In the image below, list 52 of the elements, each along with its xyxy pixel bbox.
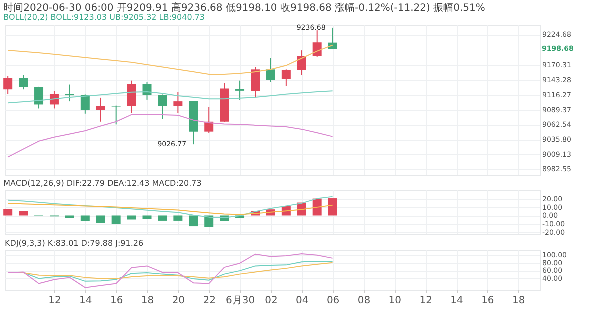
x-tick-label: 14 bbox=[80, 296, 92, 306]
chart-title: 时间2020-06-30 06:00 开9209.91 高9236.68 低9198.10 收9198.68 涨幅-0.12%(-11.22) 振幅0.51% bbox=[4, 2, 486, 14]
bar bbox=[189, 216, 198, 227]
x-tick-label: 22 bbox=[203, 296, 216, 306]
candlestick bbox=[80, 94, 90, 114]
candlestick bbox=[266, 58, 276, 83]
chart-title: MACD(12,26,9) DIF:22.79 DEA:12.43 MACD:20.73 bbox=[4, 179, 202, 188]
bar bbox=[204, 216, 214, 228]
chart-subtitle: BOLL(20,2) BOLL:9123.03 UB:9205.32 LB:9040.73 bbox=[4, 12, 206, 22]
bar bbox=[142, 216, 152, 220]
candlestick bbox=[174, 92, 183, 114]
x-tick-label: 12 bbox=[48, 296, 62, 306]
bar bbox=[158, 216, 168, 221]
x-tick-label: 08 bbox=[358, 296, 371, 306]
bar bbox=[4, 209, 13, 216]
chart-title: KDJ(9,3,3) K:83.01 D:79.88 J:91.26 bbox=[5, 239, 144, 248]
bar bbox=[112, 216, 121, 224]
bar bbox=[96, 216, 106, 224]
candlestick bbox=[250, 66, 260, 98]
x-tick-label: 18 bbox=[512, 296, 526, 306]
line-series bbox=[8, 254, 334, 288]
x-tick-label: 6月30 bbox=[226, 296, 256, 306]
line-series bbox=[8, 202, 334, 216]
candlestick bbox=[19, 74, 28, 90]
bar bbox=[65, 216, 74, 218]
bar bbox=[328, 198, 338, 216]
x-tick-label: 16 bbox=[110, 296, 124, 306]
x-tick-label: 14 bbox=[450, 296, 464, 306]
x-tick-label: 12 bbox=[420, 296, 432, 306]
candlestick bbox=[4, 76, 13, 95]
candlestick bbox=[158, 94, 168, 120]
x-tick-label: 06 bbox=[326, 296, 340, 306]
candlestick bbox=[127, 80, 136, 114]
candlestick bbox=[112, 105, 121, 126]
x-tick-label: 16 bbox=[482, 296, 494, 306]
candlestick bbox=[204, 106, 214, 134]
x-tick-label: 20 bbox=[172, 296, 186, 306]
candlestick bbox=[236, 80, 245, 101]
bar bbox=[127, 216, 136, 220]
x-tick-label: 04 bbox=[296, 296, 309, 306]
x-tick-label: 10 bbox=[388, 296, 402, 306]
line-series bbox=[8, 114, 334, 158]
candlestick bbox=[282, 69, 291, 87]
candlestick bbox=[312, 30, 322, 58]
candlestick bbox=[96, 97, 106, 122]
candlestick bbox=[297, 50, 306, 76]
bar bbox=[80, 216, 90, 222]
line-series bbox=[8, 196, 334, 218]
x-tick-label: 02 bbox=[265, 296, 278, 306]
bar bbox=[19, 211, 28, 216]
bar bbox=[174, 216, 183, 221]
x-tick-label: 18 bbox=[141, 296, 154, 306]
